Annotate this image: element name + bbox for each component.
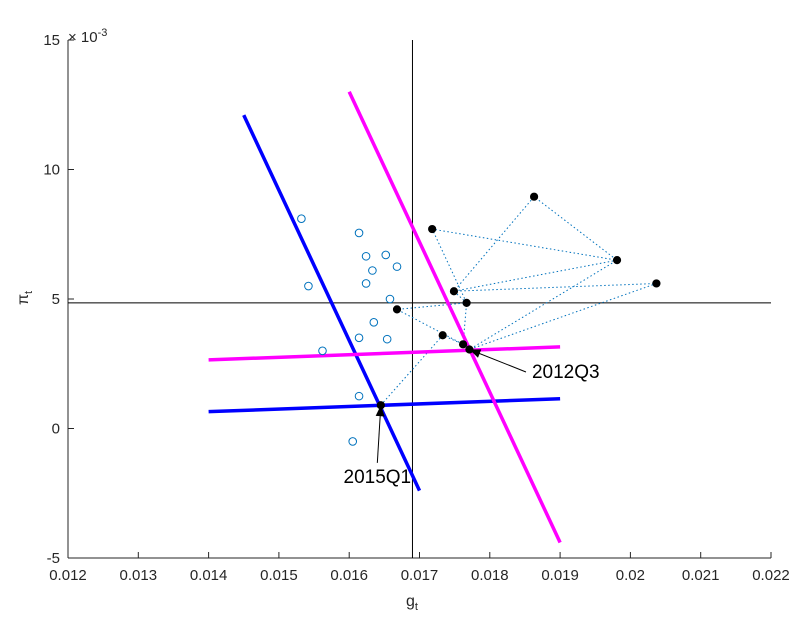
filled-marker	[462, 298, 471, 307]
y-tick-label: 5	[52, 291, 60, 308]
filled-marker	[392, 305, 402, 314]
y-axis-label-sub: t	[23, 291, 35, 294]
reference-lines	[68, 40, 771, 558]
x-tick-label: 0.019	[541, 567, 579, 584]
x-tick-label: 0.017	[401, 567, 439, 584]
open-marker	[369, 318, 379, 327]
open-markers	[297, 214, 402, 446]
open-marker	[354, 391, 364, 401]
x-tick-label: 0.022	[752, 567, 790, 584]
dotted-trajectory	[380, 196, 657, 406]
x-axis-label-sub: t	[415, 601, 418, 613]
open-marker	[297, 214, 306, 224]
open-marker	[361, 279, 371, 288]
open-marker	[385, 294, 395, 304]
y-tick-label: 10	[43, 162, 60, 179]
x-tick-label: 0.016	[330, 567, 368, 584]
x-tick-label: 0.02	[616, 567, 645, 584]
annotation-label: 2012Q3	[532, 362, 600, 383]
open-marker	[354, 228, 364, 238]
y-exponent-power: -3	[98, 27, 108, 39]
filled-marker	[449, 287, 459, 296]
axes-frame	[67, 39, 772, 559]
x-tick-label: 0.012	[49, 567, 87, 584]
blue-line-1	[242, 114, 422, 492]
filled-marker	[438, 331, 447, 340]
open-marker	[318, 346, 327, 356]
y-axis-label: πt	[15, 291, 35, 305]
magenta-line-3	[347, 91, 562, 544]
filled-markers	[376, 192, 661, 410]
open-marker	[361, 251, 371, 261]
magenta-line-4	[208, 345, 561, 362]
x-tick-label: 0.021	[682, 567, 720, 584]
open-marker	[392, 262, 402, 271]
dotted-path	[380, 196, 657, 406]
open-marker	[368, 266, 377, 275]
x-tick-label: 0.013	[120, 567, 158, 584]
x-axis-label: gt	[406, 593, 418, 613]
filled-marker	[652, 279, 661, 288]
filled-marker	[612, 256, 622, 265]
filled-marker	[428, 224, 437, 234]
tick-labels: 0.012 0.013 0.014 0.015 0.016 0.017 0.018 0.019…	[43, 32, 789, 584]
y-tick-label: 0	[52, 421, 60, 438]
open-marker	[348, 437, 358, 446]
annotations: 2012Q3 2015Q1	[344, 349, 600, 488]
open-marker	[381, 250, 391, 260]
y-tick-label: -5	[47, 550, 60, 567]
open-marker	[382, 334, 392, 344]
x-tick-label: 0.015	[260, 567, 298, 584]
open-marker	[354, 333, 364, 343]
annotation-label: 2015Q1	[344, 467, 412, 488]
filled-marker	[458, 340, 468, 349]
x-tick-label: 0.014	[190, 567, 228, 584]
annotation-arrow-head	[469, 349, 482, 358]
y-tick-label: 15	[43, 32, 60, 49]
y-exponent: × 10-3	[68, 27, 107, 46]
annotation-arrow-head	[375, 405, 385, 417]
x-tick-label: 0.018	[471, 567, 509, 584]
open-marker	[304, 281, 313, 291]
filled-marker	[529, 192, 539, 201]
